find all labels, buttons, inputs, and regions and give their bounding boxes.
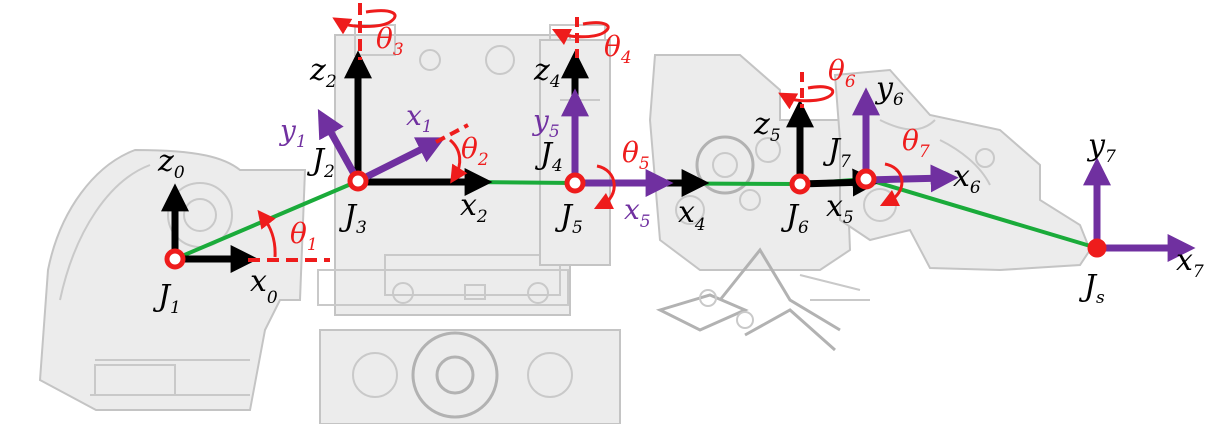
label-x2: x2 <box>460 188 488 227</box>
label-y7: y7 <box>1086 128 1116 167</box>
label-x5: x5 <box>826 189 854 228</box>
label-theta4: θ4 <box>604 30 632 68</box>
joint-js <box>1087 238 1107 258</box>
label-y1: y1 <box>278 114 307 152</box>
label-z0: z0 <box>157 144 185 183</box>
label-z4: z4 <box>533 53 561 92</box>
label-x1: x1 <box>406 99 433 137</box>
joint-j5 <box>564 172 586 194</box>
theta4-rotation-arrow <box>551 21 610 46</box>
joint-j7 <box>855 168 877 190</box>
theta3-rotation-arrow <box>332 9 397 35</box>
label-theta5: θ5 <box>622 136 650 174</box>
label-theta3: θ3 <box>376 22 404 60</box>
joint-j6 <box>789 173 811 195</box>
x1-axis <box>356 137 446 185</box>
end-effector <box>833 68 1092 272</box>
label-x6: x6 <box>953 159 981 198</box>
frame-7 <box>1083 157 1196 262</box>
label-js: Js <box>1078 269 1105 308</box>
frame-6 <box>852 87 959 207</box>
joint-j3 <box>347 170 369 192</box>
theta6-rotation-arrow <box>778 85 835 110</box>
wrist-servo <box>648 54 852 271</box>
theta1-arc <box>257 209 277 258</box>
x6-axis <box>865 164 959 193</box>
label-theta2: θ2 <box>461 132 489 170</box>
label-y6: y6 <box>874 71 904 110</box>
frame-2 <box>317 3 493 196</box>
label-theta6: θ6 <box>828 54 856 92</box>
label-x5-purple: x5 <box>624 193 651 232</box>
x1-extension-dashed <box>435 123 469 144</box>
label-x4: x4 <box>678 195 706 235</box>
label-j2: J2 <box>306 143 335 182</box>
theta7-rotation-arrow <box>879 162 904 207</box>
label-z5: z5 <box>753 107 781 146</box>
label-x0: x0 <box>250 264 278 308</box>
link-j7-js <box>864 177 1099 250</box>
joint-markers <box>164 168 1107 270</box>
label-theta1: θ1 <box>290 217 318 255</box>
bottom-servo <box>319 329 621 424</box>
label-x7: x7 <box>1176 243 1204 282</box>
label-theta7: θ7 <box>902 124 930 162</box>
label-z2: z2 <box>309 53 337 92</box>
robot-sketch-background <box>38 24 1092 424</box>
joint-j1 <box>164 248 186 270</box>
label-y5: y5 <box>531 104 560 142</box>
frame-4 <box>551 17 710 210</box>
base-housing <box>38 148 307 411</box>
theta5-rotation-arrow <box>593 164 616 210</box>
theta2-arc <box>448 138 468 184</box>
y1-axis <box>317 108 362 183</box>
